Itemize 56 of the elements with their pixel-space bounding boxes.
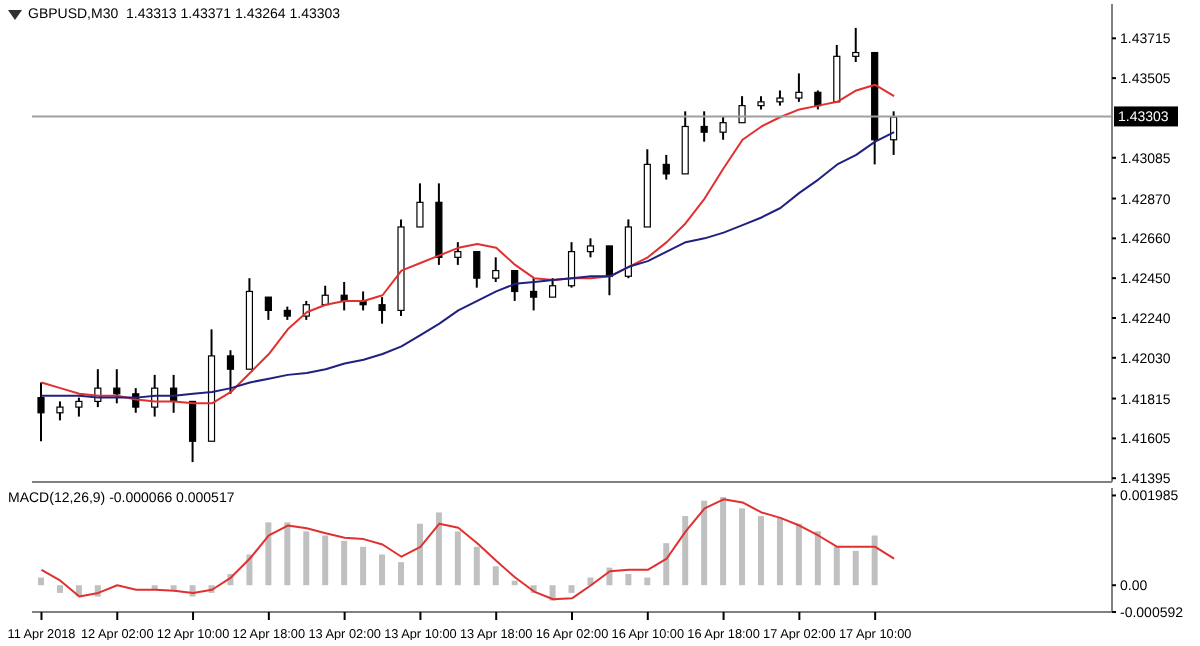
candlestick <box>113 368 121 405</box>
bar <box>379 554 386 586</box>
bar <box>663 543 670 586</box>
bar <box>435 512 442 586</box>
candlestick <box>264 296 272 321</box>
candlestick <box>605 244 614 297</box>
candlestick <box>852 26 860 64</box>
candlestick <box>700 110 708 143</box>
candlestick <box>56 400 64 422</box>
candlestick <box>795 72 803 103</box>
candlestick <box>586 237 595 259</box>
bar <box>852 550 859 586</box>
bar <box>454 531 461 586</box>
bar <box>38 577 44 586</box>
candlestick <box>378 296 386 325</box>
bar <box>360 546 367 586</box>
bar <box>322 535 329 586</box>
bar <box>473 546 480 586</box>
bar <box>795 523 802 586</box>
bar <box>492 566 499 586</box>
candlestick <box>188 400 197 464</box>
candlestick <box>37 381 45 443</box>
bar <box>701 500 708 586</box>
bar <box>303 531 310 586</box>
bar <box>720 497 727 586</box>
bar <box>739 508 746 586</box>
bar <box>776 517 783 586</box>
bar <box>284 522 291 586</box>
candlestick <box>719 116 727 141</box>
candlestick <box>548 277 557 299</box>
bar <box>246 554 253 586</box>
candlestick <box>226 349 235 395</box>
bar <box>833 546 840 586</box>
bar <box>265 522 272 586</box>
candlestick <box>662 153 670 181</box>
bar <box>398 562 404 586</box>
bar <box>758 516 764 586</box>
bar <box>416 523 423 586</box>
candlestick <box>567 241 576 289</box>
bar <box>56 585 63 593</box>
candlestick <box>492 256 500 283</box>
candlestick <box>530 277 538 312</box>
bar <box>568 585 575 593</box>
bar <box>341 540 348 586</box>
candlestick <box>473 250 481 289</box>
candlestick <box>833 43 841 103</box>
bar <box>871 535 878 586</box>
candlestick <box>681 110 689 175</box>
bar <box>644 577 651 586</box>
candlestick <box>454 241 462 266</box>
bar <box>625 573 632 586</box>
candlestick <box>738 95 746 124</box>
candlestick <box>416 182 424 228</box>
bar <box>814 531 821 586</box>
candlestick <box>75 396 83 418</box>
bar <box>682 516 689 586</box>
